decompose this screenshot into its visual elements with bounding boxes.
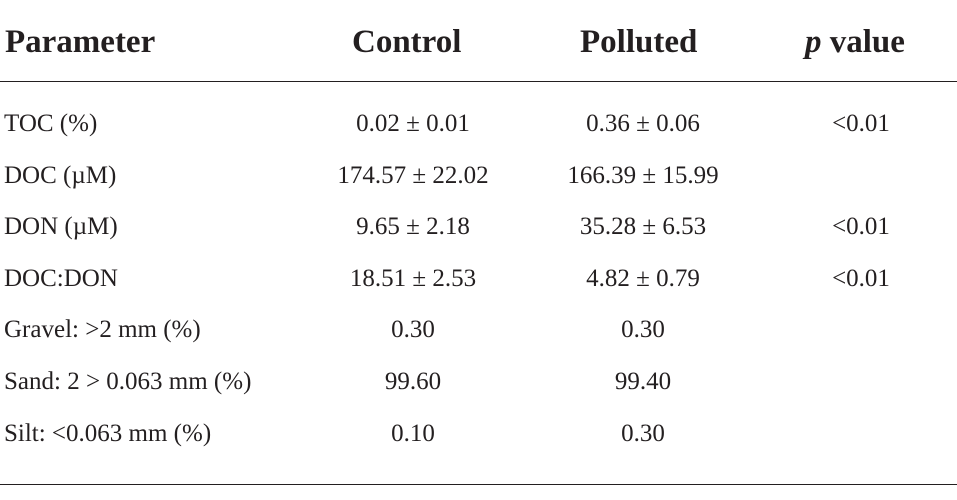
cell-polluted: 0.30 [621, 316, 665, 344]
cell-parameter: Sand: 2 > 0.063 mm (%) [4, 367, 252, 395]
cell-parameter: TOC (%) [4, 110, 98, 137]
header-control: Control [352, 24, 462, 60]
cell-control: 0.10 [391, 419, 435, 447]
cell-control: 174.57 ± 22.02 [337, 161, 489, 189]
cell-control: 0.02 ± 0.01 [356, 110, 470, 137]
cell-polluted: 99.40 [614, 367, 672, 395]
header-p-value: p value [805, 22, 905, 62]
cell-polluted: 4.82 ± 0.79 [586, 264, 700, 292]
cell-control: 99.60 [384, 367, 442, 395]
header-polluted: Polluted [580, 24, 698, 60]
cell-polluted: 0.30 [621, 419, 665, 447]
header-p-italic: p [805, 24, 822, 60]
header-parameter: Parameter [5, 24, 156, 60]
cell-parameter: DON (µM) [4, 213, 118, 241]
footer-rule [0, 484, 957, 485]
cell-control: 9.65 ± 2.18 [356, 213, 470, 241]
table-header: Parameter Control Polluted p value [0, 0, 957, 82]
cell-control: 18.51 ± 2.53 [349, 264, 477, 292]
cell-p-value: <0.01 [832, 213, 890, 241]
table-row: Sand: 2 > 0.063 mm (%) 99.60 99.40 [0, 358, 957, 410]
cell-parameter: Silt: <0.063 mm (%) [4, 419, 212, 447]
table-row: Silt: <0.063 mm (%) 0.10 0.30 [0, 410, 957, 462]
table-row: TOC (%) 0.02 ± 0.01 0.36 ± 0.06 <0.01 [0, 100, 957, 152]
cell-parameter: DOC:DON [4, 264, 118, 292]
cell-polluted: 166.39 ± 15.99 [567, 161, 719, 189]
cell-p-value: <0.01 [832, 110, 890, 137]
cell-polluted: 0.36 ± 0.06 [586, 110, 700, 137]
cell-control: 0.30 [391, 316, 435, 344]
cell-parameter: Gravel: >2 mm (%) [4, 316, 201, 344]
table-body: TOC (%) 0.02 ± 0.01 0.36 ± 0.06 <0.01 DO… [0, 100, 957, 461]
cell-p-value: <0.01 [832, 264, 890, 292]
cell-parameter: DOC (µM) [4, 161, 117, 189]
table-row: DOC:DON 18.51 ± 2.53 4.82 ± 0.79 <0.01 [0, 255, 957, 307]
table-row: DOC (µM) 174.57 ± 22.02 166.39 ± 15.99 [0, 152, 957, 204]
header-rule [0, 81, 957, 82]
table-row: Gravel: >2 mm (%) 0.30 0.30 [0, 306, 957, 358]
header-p-rest: value [821, 24, 905, 60]
table-row: DON (µM) 9.65 ± 2.18 35.28 ± 6.53 <0.01 [0, 203, 957, 255]
cell-polluted: 35.28 ± 6.53 [579, 213, 707, 241]
